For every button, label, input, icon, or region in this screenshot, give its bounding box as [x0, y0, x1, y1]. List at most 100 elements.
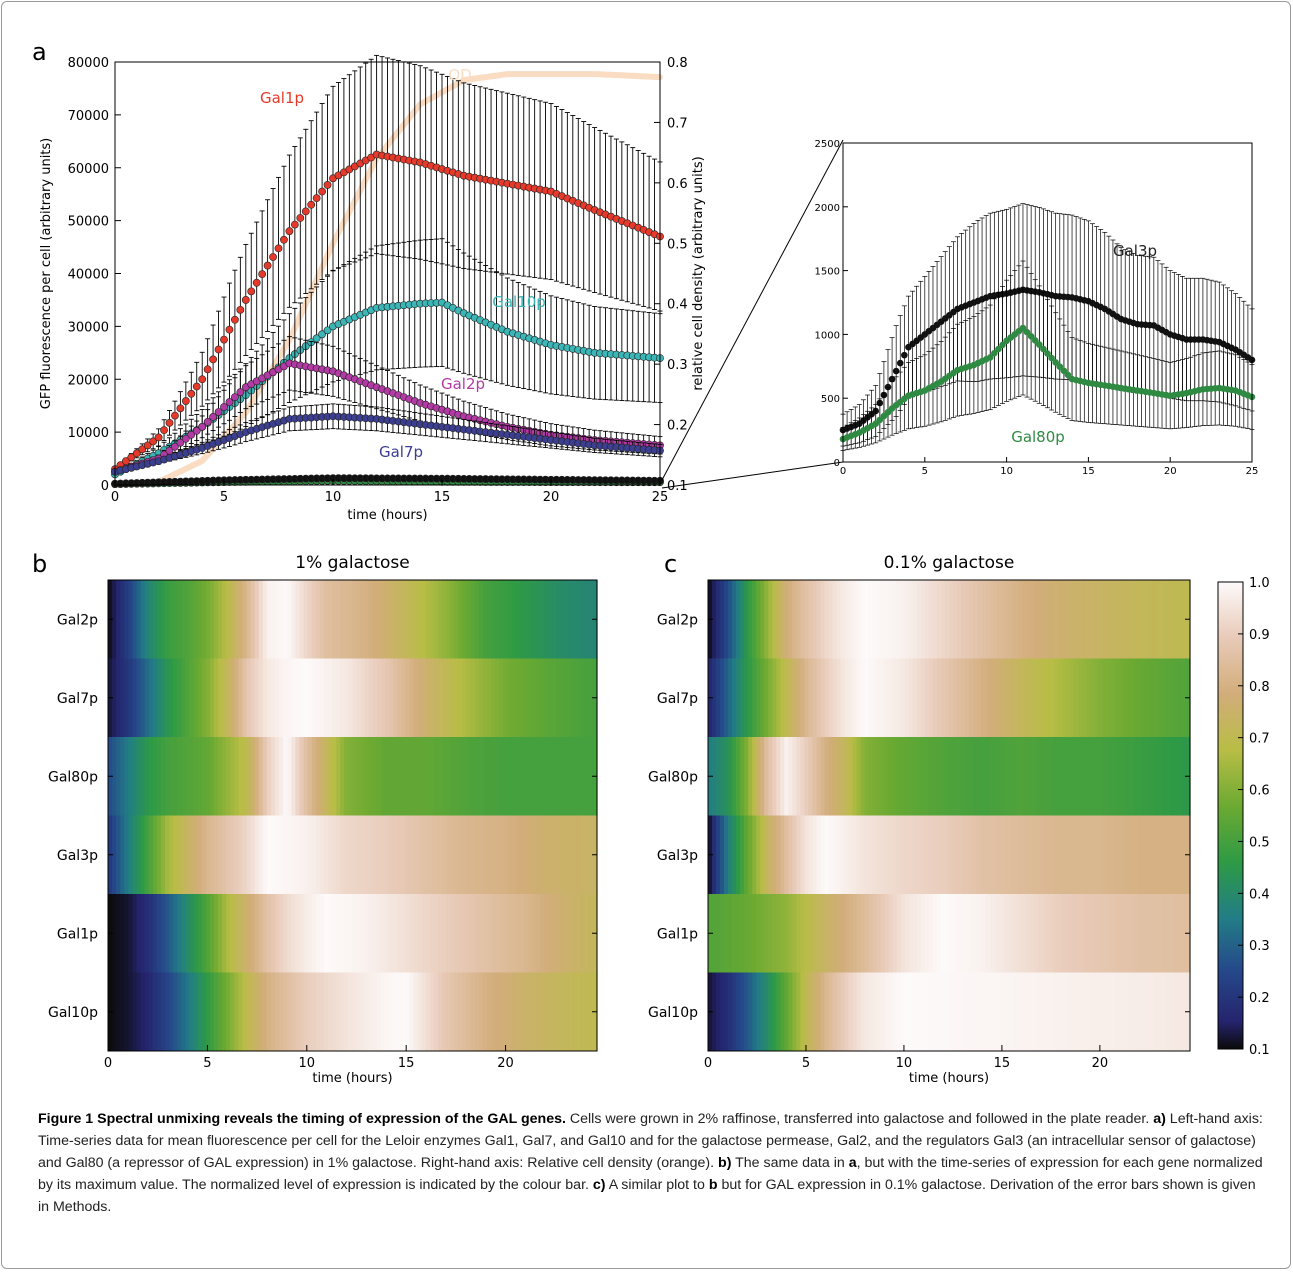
- heatmap-cell: [1173, 894, 1179, 973]
- heatmap-cell: [279, 658, 284, 738]
- heatmap-cell: [429, 972, 435, 1052]
- heatmap-cell: [348, 815, 354, 895]
- heatmap-cell: [836, 580, 842, 659]
- heatmap-cell: [876, 580, 882, 659]
- heatmap-cell: [397, 894, 402, 973]
- heatmap-cell: [169, 894, 174, 973]
- heatmap-cell: [213, 972, 219, 1052]
- heatmap-cell: [973, 815, 978, 895]
- heatmap-cell: [1157, 580, 1163, 659]
- heatmap-cell: [429, 580, 435, 659]
- heatmap-cell: [266, 815, 272, 895]
- colorbar-tick-label: 0.5: [1249, 835, 1270, 850]
- heatmap-cell: [1109, 972, 1115, 1052]
- heatmap-cell: [1173, 658, 1179, 738]
- heatmap-cell: [425, 894, 431, 973]
- heatmap-cell: [189, 658, 195, 738]
- heatmap-cell: [768, 815, 773, 895]
- heatmap-cell: [720, 737, 725, 816]
- heatmap-cell: [896, 815, 902, 895]
- heatmap-cell: [315, 580, 321, 659]
- heatmap-cell: [152, 737, 158, 816]
- heatmap-cell: [1113, 815, 1119, 895]
- heatmap-cell: [732, 894, 737, 973]
- heatmap-cell: [474, 815, 480, 895]
- heatmap-cell: [872, 658, 878, 738]
- heatmap-cell: [836, 658, 842, 738]
- heatmap-cell: [177, 658, 182, 738]
- heatmap-cell: [1049, 580, 1055, 659]
- heatmap-cell: [1085, 972, 1091, 1052]
- heatmap-cell: [812, 580, 818, 659]
- heatmap-cell: [531, 972, 537, 1052]
- heatmap-cell: [868, 972, 874, 1052]
- heatmap-cell: [732, 972, 737, 1052]
- heatmap-cell: [1037, 737, 1042, 816]
- heatmap-cell: [1045, 894, 1051, 973]
- heatmap-cell: [258, 894, 264, 973]
- heatmap-cell: [768, 894, 773, 973]
- heatmap-cell: [421, 580, 427, 659]
- heatmap-cell: [328, 815, 333, 895]
- heatmap-cell: [888, 658, 894, 738]
- heatmap-cell: [283, 894, 288, 973]
- heatmap-cell: [527, 658, 533, 738]
- data-point: [872, 420, 880, 428]
- panel-label-b: b: [32, 550, 47, 578]
- heatmap-cell: [442, 658, 447, 738]
- heatmap-cell: [499, 737, 504, 816]
- heatmap-cell: [1121, 737, 1127, 816]
- heatmap-cell: [352, 815, 358, 895]
- heatmap-cell: [409, 815, 415, 895]
- heatmap-cell: [356, 580, 362, 659]
- heatmap-cell: [744, 580, 749, 659]
- heatmap-cell: [1033, 894, 1038, 973]
- data-point: [198, 375, 207, 384]
- heatmap-cell: [156, 815, 162, 895]
- heatmap-cell: [144, 737, 150, 816]
- data-point: [209, 355, 217, 364]
- heatmap-row-gal7p: [708, 658, 1191, 738]
- heatmap-cell: [1077, 894, 1083, 973]
- heatmap-cell: [287, 894, 292, 973]
- data-point: [999, 341, 1006, 349]
- data-point: [323, 181, 332, 189]
- heatmap-cell: [572, 737, 578, 816]
- heatmap-cell: [1129, 658, 1135, 738]
- heatmap-cell: [564, 815, 570, 895]
- heatmap-cell: [486, 737, 492, 816]
- heatmap-cell: [1181, 580, 1187, 659]
- heatmap-cell: [1117, 737, 1123, 816]
- heatmap-cell: [535, 815, 541, 895]
- heatmap-cell: [311, 580, 317, 659]
- heatmap-cell: [552, 737, 557, 816]
- heatmap-cell: [732, 658, 737, 738]
- heatmap-cell: [397, 658, 402, 738]
- heatmap-cell: [985, 972, 990, 1052]
- heatmap-cell: [752, 658, 757, 738]
- heatmap-cell: [1161, 972, 1167, 1052]
- heatmap-cell: [116, 658, 121, 738]
- heatmap-cell: [961, 580, 966, 659]
- y-tick-label: 10000: [68, 426, 109, 441]
- heatmap-cell: [393, 580, 398, 659]
- heatmap-cell: [283, 737, 288, 816]
- heatmap-cell: [736, 580, 741, 659]
- heatmap-cell: [1117, 894, 1123, 973]
- heatmap-cell: [177, 580, 182, 659]
- heatmap-cell: [989, 815, 994, 895]
- heatmap-cell: [352, 658, 358, 738]
- heatmap-cell: [250, 658, 256, 738]
- series-gal1p: [111, 54, 664, 474]
- heatmap-cell: [271, 815, 276, 895]
- heatmap-cell: [848, 580, 854, 659]
- heatmap-cell: [511, 580, 517, 659]
- heatmap-cell: [275, 658, 280, 738]
- heatmap-cell: [720, 894, 725, 973]
- heatmap-cell: [1093, 658, 1099, 738]
- heatmap-cell: [812, 815, 818, 895]
- heatmap-cell: [511, 815, 517, 895]
- caption-text-4: , but with the time-series of expression…: [38, 1155, 1263, 1193]
- heatmap-cell: [201, 580, 207, 659]
- heatmap-cell: [1001, 972, 1006, 1052]
